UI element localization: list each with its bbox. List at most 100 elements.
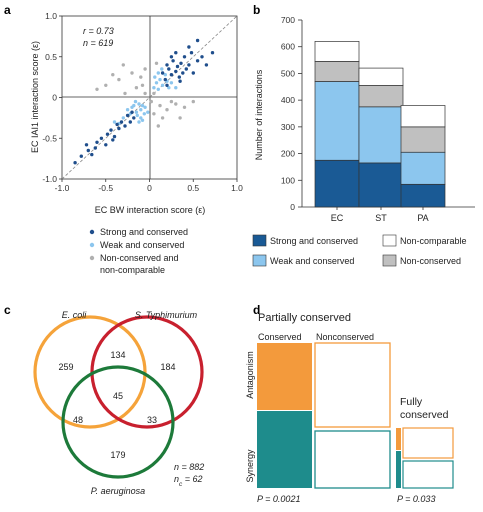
scatter-point	[179, 61, 183, 65]
scatter-point	[167, 67, 171, 71]
scatter-point	[171, 59, 175, 63]
scatter-point	[130, 71, 134, 75]
scatter-xtick-label: 0	[147, 183, 152, 193]
venn-st-pa: 33	[147, 415, 157, 425]
scatter-point	[139, 75, 143, 79]
scatter-xtick-label: 0.5	[187, 183, 199, 193]
scatter-point	[121, 116, 126, 120]
scatter-point	[204, 63, 209, 67]
bar-ytick-label: 500	[281, 68, 295, 78]
venn-circle-paeruginosa	[61, 365, 175, 479]
scatter-point	[169, 55, 174, 59]
venn-label-paeruginosa: P. aeruginosa	[91, 486, 145, 496]
bar-segment	[314, 81, 360, 161]
venn-ec-pa: 48	[73, 415, 83, 425]
scatter-point	[189, 51, 194, 55]
scatter-point	[175, 64, 180, 69]
scatter-point	[99, 136, 104, 140]
mosaic-title-fully-1: Fully	[400, 396, 423, 408]
scatter-point	[134, 110, 139, 114]
bar-chart: 0 100 200 300 400 500 600 700 EC ST PA Number of …	[254, 15, 475, 223]
scatter-point	[187, 63, 191, 67]
scatter-points	[73, 38, 215, 165]
scatter-point	[133, 99, 138, 104]
scatter-point	[178, 116, 182, 120]
scatter-xtick-label: -0.5	[98, 183, 113, 193]
scatter-point	[146, 110, 150, 114]
mosaic-col-nonconserved: Nonconserved	[316, 332, 374, 342]
venn-pa-only: 179	[110, 450, 125, 460]
scatter-point	[191, 71, 195, 75]
scatter-point	[105, 132, 110, 136]
mosaic-plot: Partially conserved Conserved Nonconserv…	[245, 312, 454, 504]
legend-b-nonconserved-label: Non-conserved	[400, 256, 461, 266]
scatter-point	[143, 105, 147, 110]
scatter-point	[125, 108, 130, 112]
scatter-point	[123, 124, 127, 128]
scatter-point	[153, 75, 157, 79]
bar-segment	[358, 67, 404, 86]
scatter-point	[111, 138, 115, 142]
legend-b-nonconserved-swatch	[382, 254, 397, 267]
bar-segment	[358, 106, 404, 164]
bar-ytick-label: 0	[290, 202, 295, 212]
venn-st-only: 184	[160, 362, 175, 372]
scatter-ytick-label: 0	[52, 93, 57, 103]
scatter-point	[169, 99, 174, 104]
bar-bars	[314, 41, 446, 208]
mosaic-partial-noncons-antag	[314, 342, 391, 428]
bar-xtick-label: PA	[417, 213, 428, 223]
scatter-point	[165, 63, 169, 67]
scatter-point	[143, 91, 147, 96]
bar-segment	[314, 159, 360, 208]
scatter-point	[93, 146, 98, 150]
venn-label-styphimurium: S. Typhimurium	[135, 310, 198, 320]
scatter-point	[73, 161, 77, 165]
bar-ylabel: Number of interactions	[254, 69, 264, 160]
scatter-point	[182, 55, 187, 59]
scatter-point	[200, 55, 204, 59]
scatter-point	[160, 67, 164, 71]
scatter-point	[163, 73, 167, 77]
scatter-point	[174, 102, 178, 106]
legend-weak-label: Weak and conserved	[100, 240, 184, 250]
scatter-point	[112, 120, 117, 124]
scatter-point	[139, 116, 143, 120]
mosaic-col-conserved: Conserved	[258, 332, 302, 342]
mosaic-row-synergy: Synergy	[245, 449, 255, 483]
bar-yticks: 0 100 200 300 400 500 600 700	[281, 15, 302, 212]
scatter-point	[95, 140, 99, 144]
scatter-point	[158, 77, 162, 82]
bar-segment	[314, 41, 360, 62]
bar-segment	[358, 85, 404, 108]
scatter-ylabel: EC IAI1 interaction score (ε)	[30, 41, 40, 153]
mosaic-partial-cons-syn	[257, 411, 312, 488]
scatter-point	[210, 51, 215, 55]
scatter-point	[182, 105, 187, 110]
scatter-point	[156, 124, 160, 128]
bar-ytick-label: 700	[281, 15, 295, 25]
scatter-point	[117, 126, 121, 131]
scatter-point	[130, 105, 134, 110]
scatter-point	[128, 120, 132, 124]
scatter-point	[160, 83, 165, 88]
scatter-point	[195, 38, 200, 43]
scatter-point	[181, 71, 185, 75]
scatter-point	[169, 73, 174, 77]
scatter-point	[125, 113, 130, 118]
scatter-point	[137, 120, 141, 124]
scatter-xticks: -1.0 -0.5 0 0.5 1.0	[55, 179, 243, 193]
mosaic-title-fully-2: conserved	[400, 409, 449, 421]
legend-weak-dot	[89, 242, 95, 248]
scatter-point	[174, 51, 178, 55]
bar-segment	[358, 162, 404, 208]
scatter-xlabel: EC BW interaction score (ε)	[95, 205, 206, 215]
mosaic-partial-noncons-syn	[314, 430, 391, 489]
scatter-point	[140, 83, 145, 88]
scatter-point	[104, 143, 108, 147]
scatter-point	[191, 99, 195, 104]
scatter-point	[117, 77, 121, 82]
mosaic-fully-noncons-syn	[402, 460, 454, 489]
scatter-point	[115, 122, 119, 127]
scatter-point	[143, 67, 147, 71]
